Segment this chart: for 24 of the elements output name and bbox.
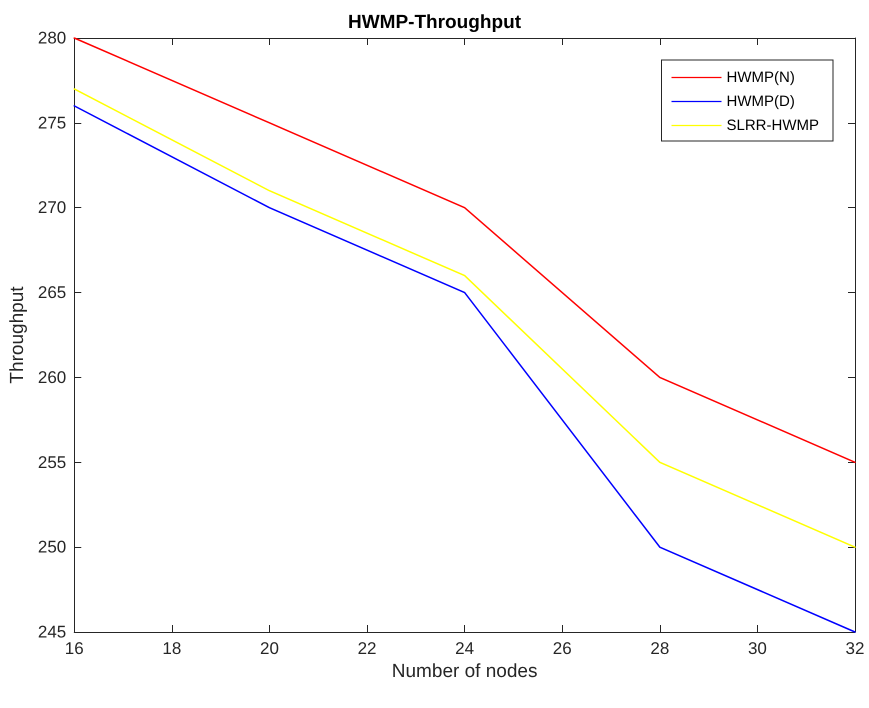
legend-label: SLRR-HWMP bbox=[726, 117, 819, 134]
y-tick-label: 260 bbox=[38, 368, 66, 387]
y-axis-title: Throughput bbox=[7, 286, 28, 384]
y-tick-label: 245 bbox=[38, 622, 66, 642]
chart-title: HWMP-Throughput bbox=[348, 12, 522, 33]
x-tick-label: 32 bbox=[846, 639, 864, 658]
y-tick-label: 250 bbox=[38, 538, 66, 557]
x-tick-label: 20 bbox=[260, 639, 279, 658]
y-tick-label: 255 bbox=[38, 452, 66, 472]
x-tick-label: 26 bbox=[552, 639, 572, 658]
x-axis-title: Number of nodes bbox=[392, 661, 538, 682]
y-tick-label: 265 bbox=[38, 283, 66, 302]
x-tick-label: 30 bbox=[748, 639, 767, 658]
x-tick-label: 22 bbox=[358, 639, 376, 658]
y-tick-label: 270 bbox=[38, 198, 66, 218]
legend-label: HWMP(N) bbox=[726, 69, 795, 86]
x-tick-label: 24 bbox=[455, 639, 474, 658]
x-tick-label: 18 bbox=[162, 639, 182, 658]
y-tick-label: 280 bbox=[38, 28, 66, 48]
y-tick-label: 275 bbox=[38, 113, 66, 132]
x-tick-label: 28 bbox=[650, 639, 670, 658]
line-series bbox=[74, 88, 856, 548]
x-tick-label: 16 bbox=[64, 639, 84, 658]
legend-label: HWMP(D) bbox=[726, 93, 795, 110]
